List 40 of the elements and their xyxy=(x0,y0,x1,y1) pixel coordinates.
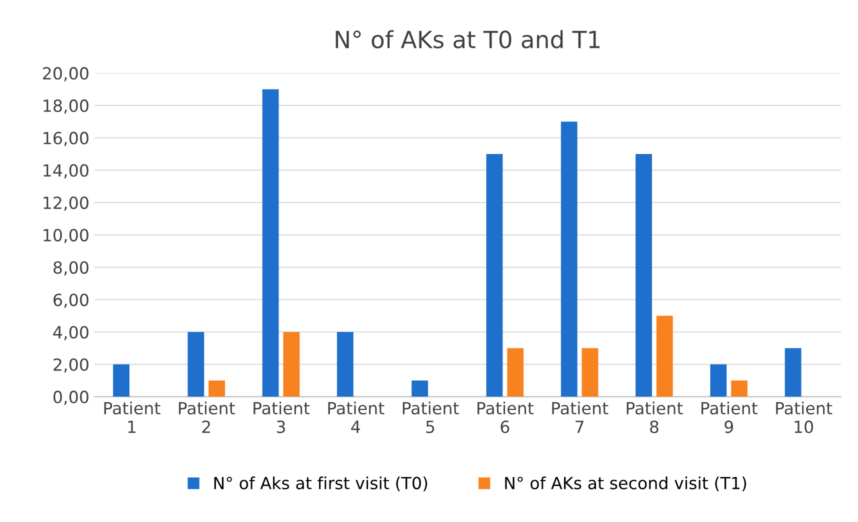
y-tick-label: 16,00 xyxy=(44,132,88,146)
y-tick-label: 0,00 xyxy=(54,390,88,405)
y-tick-label: 12,00 xyxy=(44,196,88,211)
x-tick-label: Patient 2 xyxy=(178,402,235,433)
x-tick-label: Patient 10 xyxy=(776,402,832,434)
bar xyxy=(507,348,524,397)
x-tick-label: Patient 1 xyxy=(104,402,160,433)
bar xyxy=(656,316,673,397)
x-tick-label: Patient 5 xyxy=(402,402,459,434)
bar xyxy=(731,380,748,397)
y-tick-label: 8,00 xyxy=(54,261,88,276)
legend-label: N° of Aks at first visit (T0) xyxy=(214,476,428,492)
bar xyxy=(208,380,226,397)
bar xyxy=(486,154,503,397)
y-tick-label: 10,00 xyxy=(44,228,88,244)
bar xyxy=(582,348,598,397)
bar xyxy=(188,332,204,397)
x-tick-label: Patient 8 xyxy=(626,402,683,434)
bar xyxy=(412,380,428,397)
bar xyxy=(636,154,652,397)
y-tick-label: 20,00 xyxy=(43,67,88,82)
x-tick-label: Patient 9 xyxy=(701,402,758,434)
chart-title: N° of AKs at T0 and T1 xyxy=(336,30,600,48)
y-tick-label: 4,00 xyxy=(53,326,88,340)
bar xyxy=(336,332,354,397)
bar xyxy=(560,122,578,397)
bar xyxy=(784,348,802,397)
y-tick-label: 6,00 xyxy=(54,294,88,308)
bar xyxy=(283,332,300,397)
y-tick-label: 14,00 xyxy=(44,164,88,178)
x-tick-label: Patient 4 xyxy=(328,402,384,433)
x-tick-label: Patient 6 xyxy=(478,402,534,434)
bar xyxy=(113,364,130,397)
x-tick-label: Patient 3 xyxy=(254,402,310,434)
bar xyxy=(710,364,727,397)
y-tick-label: 2,00 xyxy=(54,358,88,373)
x-tick-label: Patient 7 xyxy=(552,402,608,433)
legend-label: N° of AKs at second visit (T1) xyxy=(505,476,746,492)
bar xyxy=(262,89,279,397)
y-tick-label: 18,00 xyxy=(44,99,88,114)
